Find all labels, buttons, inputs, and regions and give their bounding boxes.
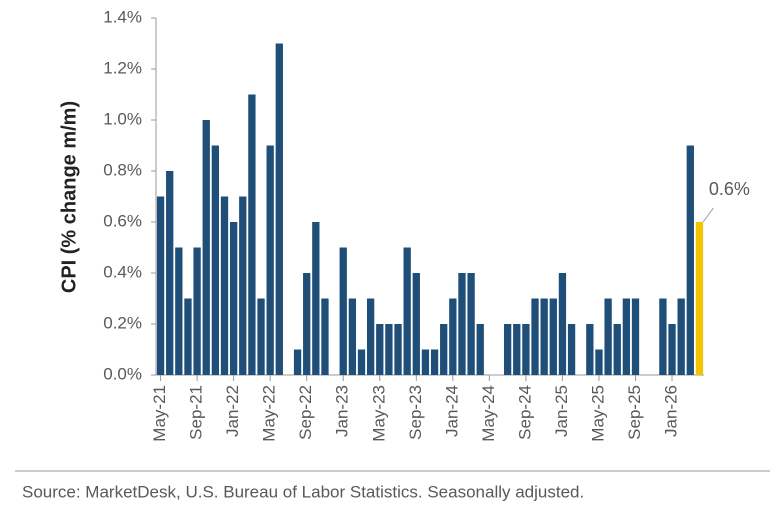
y-axis-label: CPI (% change m/m): [58, 101, 80, 293]
bar: [440, 324, 448, 375]
x-tick-label: May-21: [150, 385, 169, 442]
bar: [248, 94, 256, 375]
bar: [366, 298, 375, 375]
x-tick-label: May-25: [588, 385, 607, 442]
x-tick-label: Jan-23: [333, 385, 352, 437]
bar: [257, 298, 265, 375]
bar: [339, 247, 347, 375]
bar: [166, 171, 174, 375]
bar: [467, 273, 475, 375]
bar: [293, 349, 302, 375]
bar: [266, 145, 274, 375]
x-tick-label: Jan-26: [662, 385, 681, 437]
data-label: 0.6%: [709, 179, 750, 199]
bar: [348, 298, 357, 375]
bar: [449, 298, 457, 375]
y-tick-label: 1.0%: [103, 109, 142, 128]
y-tick-label: 0.2%: [103, 313, 142, 332]
x-tick-label: Sep-24: [515, 385, 534, 440]
y-tick-label: 1.2%: [103, 58, 142, 77]
bar: [513, 324, 521, 375]
bar: [229, 222, 238, 375]
bar: [275, 43, 283, 375]
bar: [631, 298, 640, 375]
bar: [312, 222, 320, 375]
bar: [595, 349, 603, 375]
bar: [376, 324, 384, 375]
label-leader: [702, 207, 714, 223]
bar: [522, 324, 530, 375]
bar: [686, 145, 694, 375]
bar: [540, 298, 548, 375]
x-tick-label: Sep-21: [187, 385, 206, 440]
y-tick-label: 0.0%: [103, 364, 142, 383]
bar: [239, 196, 247, 375]
bar: [357, 349, 366, 375]
x-tick-label: Sep-25: [625, 385, 644, 440]
x-tick-label: Jan-24: [442, 385, 461, 437]
bar: [156, 196, 165, 375]
y-tick-label: 0.8%: [103, 160, 142, 179]
x-tick-label: Sep-22: [296, 385, 315, 440]
x-tick-label: May-24: [479, 385, 498, 442]
bar: [567, 324, 576, 375]
bar: [604, 298, 612, 375]
bar: [211, 145, 220, 375]
y-tick-label: 0.4%: [103, 262, 142, 281]
x-tick-label: May-23: [369, 385, 388, 442]
bar: [421, 349, 430, 375]
bar: [403, 247, 411, 375]
bar: [202, 120, 210, 375]
bar: [677, 298, 685, 375]
bar: [175, 247, 183, 375]
x-tick-label: Sep-23: [406, 385, 425, 440]
bar: [586, 324, 594, 375]
bar: [430, 349, 439, 375]
y-tick-label: 1.4%: [103, 7, 142, 26]
x-tick-label: Jan-25: [552, 385, 571, 437]
source-note: Source: MarketDesk, U.S. Bureau of Labor…: [22, 482, 584, 501]
bar: [659, 298, 667, 375]
bar: [695, 222, 704, 375]
bar: [503, 324, 512, 375]
x-tick-label: May-22: [260, 385, 279, 442]
bar: [184, 298, 192, 375]
bar: [622, 298, 631, 375]
bar: [394, 324, 402, 375]
bar: [613, 324, 621, 375]
bar: [558, 273, 567, 375]
bar: [220, 196, 229, 375]
bar: [668, 324, 676, 375]
y-tick-label: 0.6%: [103, 211, 142, 230]
bar: [385, 324, 393, 375]
bar: [549, 298, 557, 375]
bar: [303, 273, 311, 375]
bar: [193, 247, 201, 375]
bar: [321, 298, 329, 375]
x-tick-label: Jan-22: [223, 385, 242, 437]
bar: [531, 298, 539, 375]
bar: [476, 324, 484, 375]
bar: [458, 273, 466, 375]
bar: [412, 273, 420, 375]
